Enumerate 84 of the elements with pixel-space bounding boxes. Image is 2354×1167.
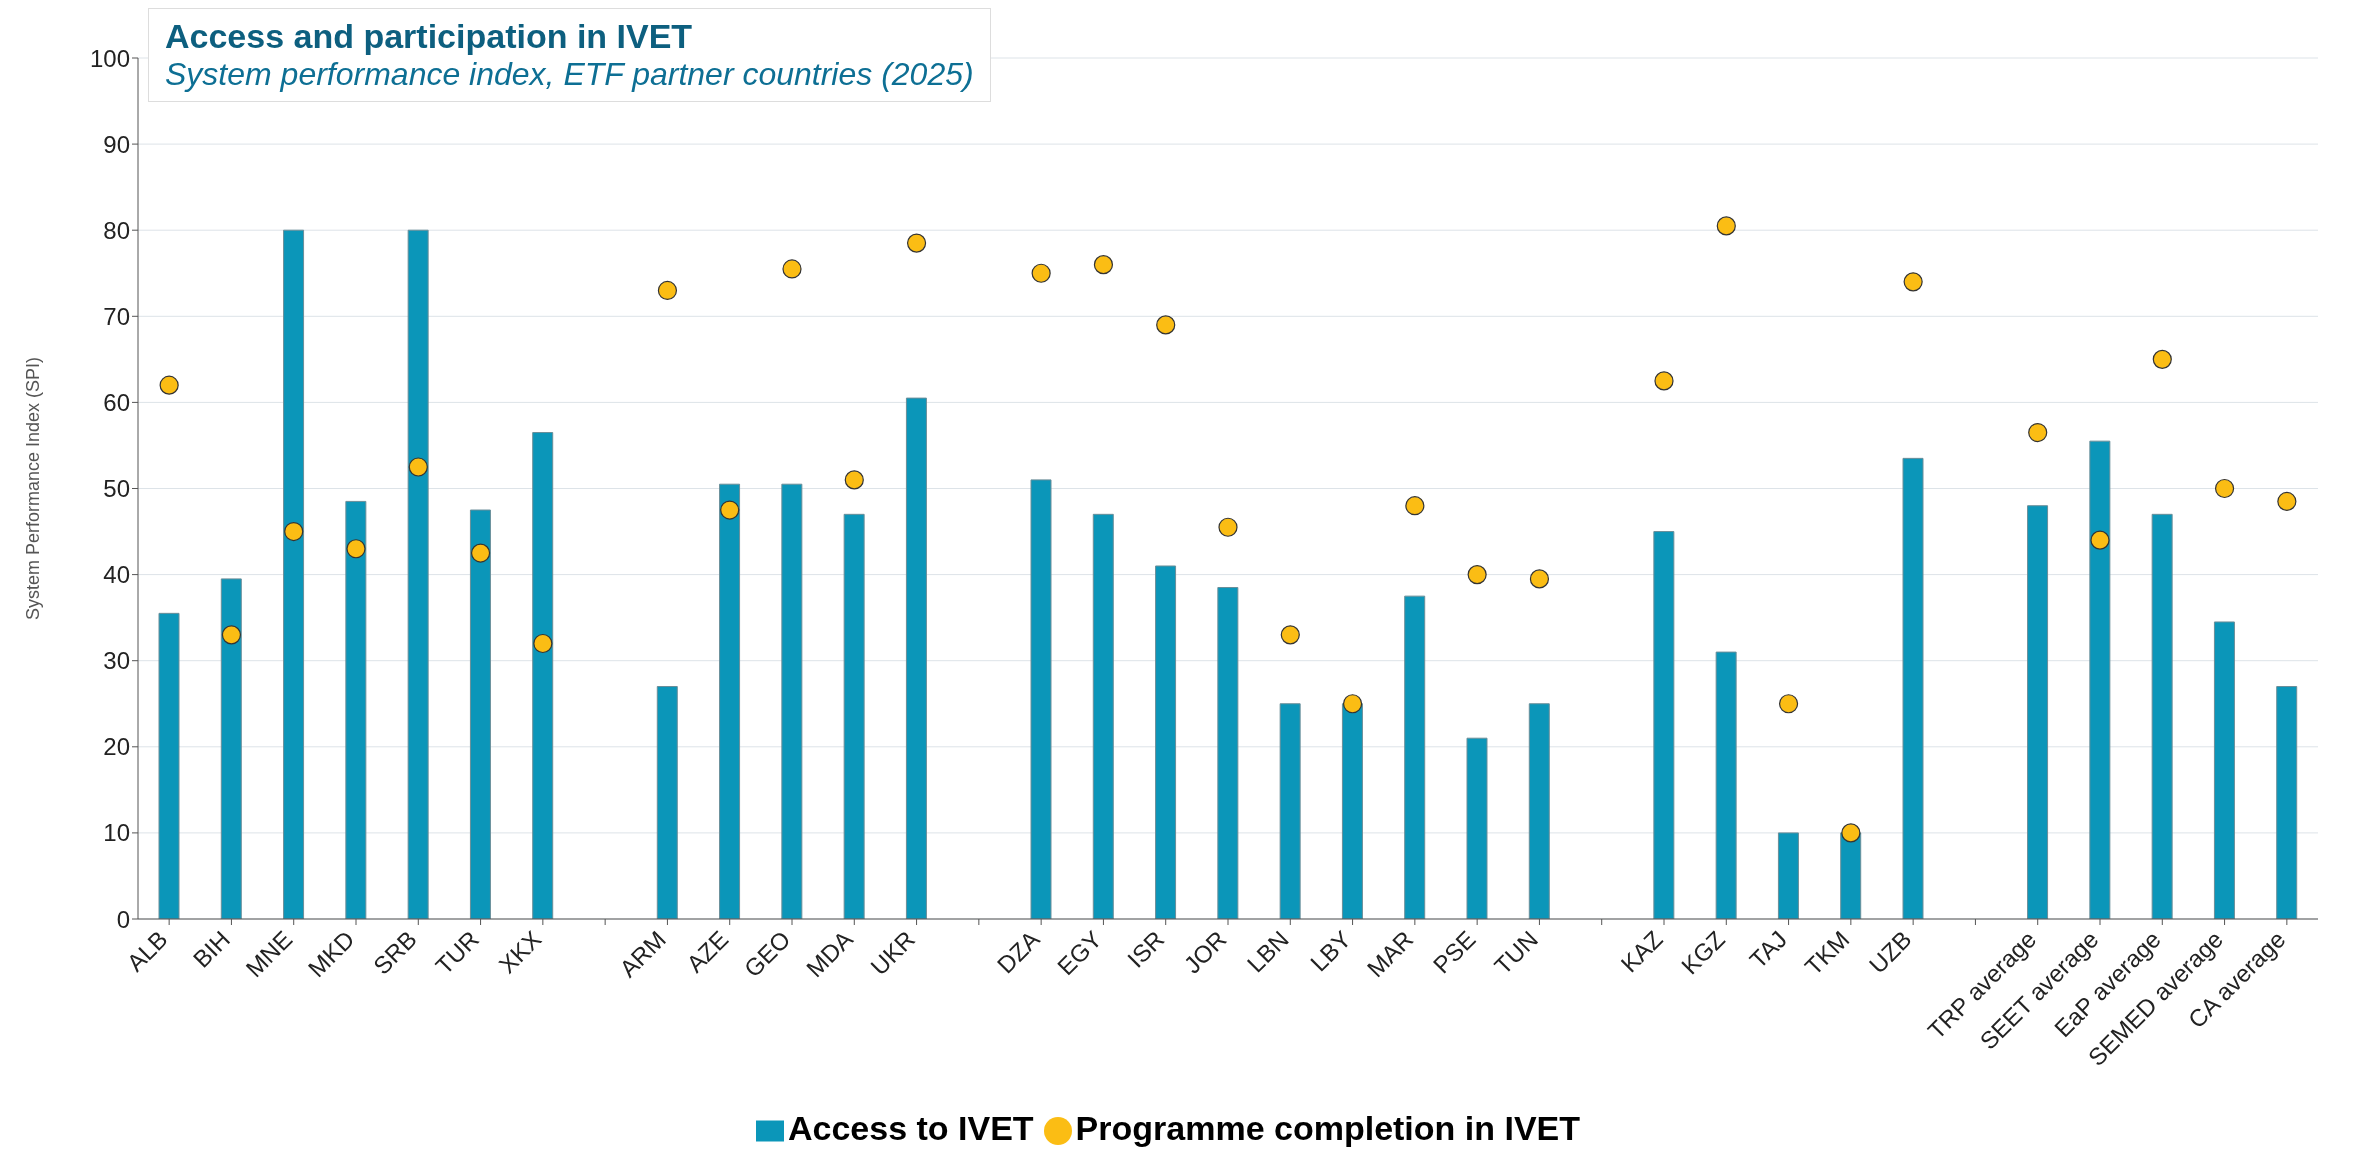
bar [1466, 737, 1488, 919]
bar [1030, 479, 1052, 919]
y-tick-label: 0 [116, 905, 130, 933]
x-tick-label: ISR [1121, 925, 1170, 973]
point [1716, 216, 1736, 236]
bar [532, 432, 554, 919]
bar [1217, 587, 1239, 919]
bar [407, 229, 429, 919]
x-tick-label: UZB [1863, 925, 1917, 979]
point [2152, 349, 2172, 369]
bar [719, 483, 741, 919]
bar [2151, 513, 2173, 919]
bar [2027, 505, 2049, 919]
y-tick-label: 60 [103, 388, 130, 416]
bar [905, 397, 927, 919]
bar [1279, 703, 1301, 919]
y-tick-label: 90 [103, 130, 130, 158]
point [346, 539, 366, 559]
y-tick-label: 30 [103, 647, 130, 675]
x-tick-label: BIH [187, 925, 235, 973]
point [1841, 823, 1861, 843]
y-tick-label: 70 [103, 302, 130, 330]
legend-label: Programme completion in IVET [1075, 1109, 1581, 1147]
point [1405, 496, 1425, 516]
bar [1404, 595, 1426, 919]
bar [1840, 832, 1862, 919]
bar [1528, 703, 1550, 919]
point [408, 457, 428, 477]
point [284, 521, 304, 542]
y-tick-label: 80 [103, 216, 130, 244]
point [2214, 478, 2235, 499]
bar [2089, 440, 2111, 919]
bar [1715, 651, 1737, 919]
bar [220, 578, 242, 919]
bar [656, 686, 678, 919]
point [720, 500, 740, 520]
x-tick-label: DZA [991, 925, 1045, 979]
point [1093, 255, 1114, 275]
bar [781, 483, 803, 919]
point [1218, 517, 1238, 537]
point [159, 375, 179, 395]
bar [283, 229, 305, 919]
point [470, 543, 491, 563]
point [533, 633, 553, 654]
y-tick-label: 50 [103, 475, 130, 503]
bar [1653, 531, 1675, 919]
point [1280, 625, 1300, 645]
y-tick-label: 100 [89, 44, 130, 72]
point [657, 280, 678, 301]
point [1467, 565, 1487, 585]
bar [843, 513, 865, 919]
point [221, 625, 242, 645]
bar [2276, 686, 2298, 919]
bar [1902, 457, 1924, 919]
bar [1155, 565, 1177, 919]
y-tick-label: 10 [103, 819, 130, 847]
point [2028, 422, 2048, 443]
point [1156, 315, 1176, 335]
bar [1777, 832, 1799, 919]
point [1903, 272, 1923, 292]
bar [2213, 621, 2235, 919]
bar [469, 509, 491, 919]
y-tick-label: 40 [103, 561, 130, 589]
point [1529, 569, 1550, 589]
point [1654, 371, 1674, 391]
point [844, 470, 864, 490]
y-axis-title: System Performance Index (SPI) [23, 356, 44, 621]
x-tick-label: TAJ [1744, 925, 1793, 974]
point [906, 233, 927, 253]
x-tick-label: TUR [430, 925, 485, 980]
point [2277, 491, 2297, 512]
point [1778, 694, 1799, 714]
point [782, 259, 802, 279]
point [2090, 530, 2110, 550]
chart-subtitle: System performance index, ETF partner countries (2025) [165, 56, 974, 93]
bar [158, 612, 180, 919]
legend-label: Access to IVET [787, 1109, 1034, 1147]
chart-title: Access and participation in IVET [165, 17, 694, 56]
y-tick-label: 20 [103, 733, 130, 761]
point [1031, 263, 1051, 283]
bar [345, 500, 367, 919]
bar [1341, 703, 1363, 919]
bar [1092, 513, 1114, 919]
point [1342, 694, 1363, 714]
